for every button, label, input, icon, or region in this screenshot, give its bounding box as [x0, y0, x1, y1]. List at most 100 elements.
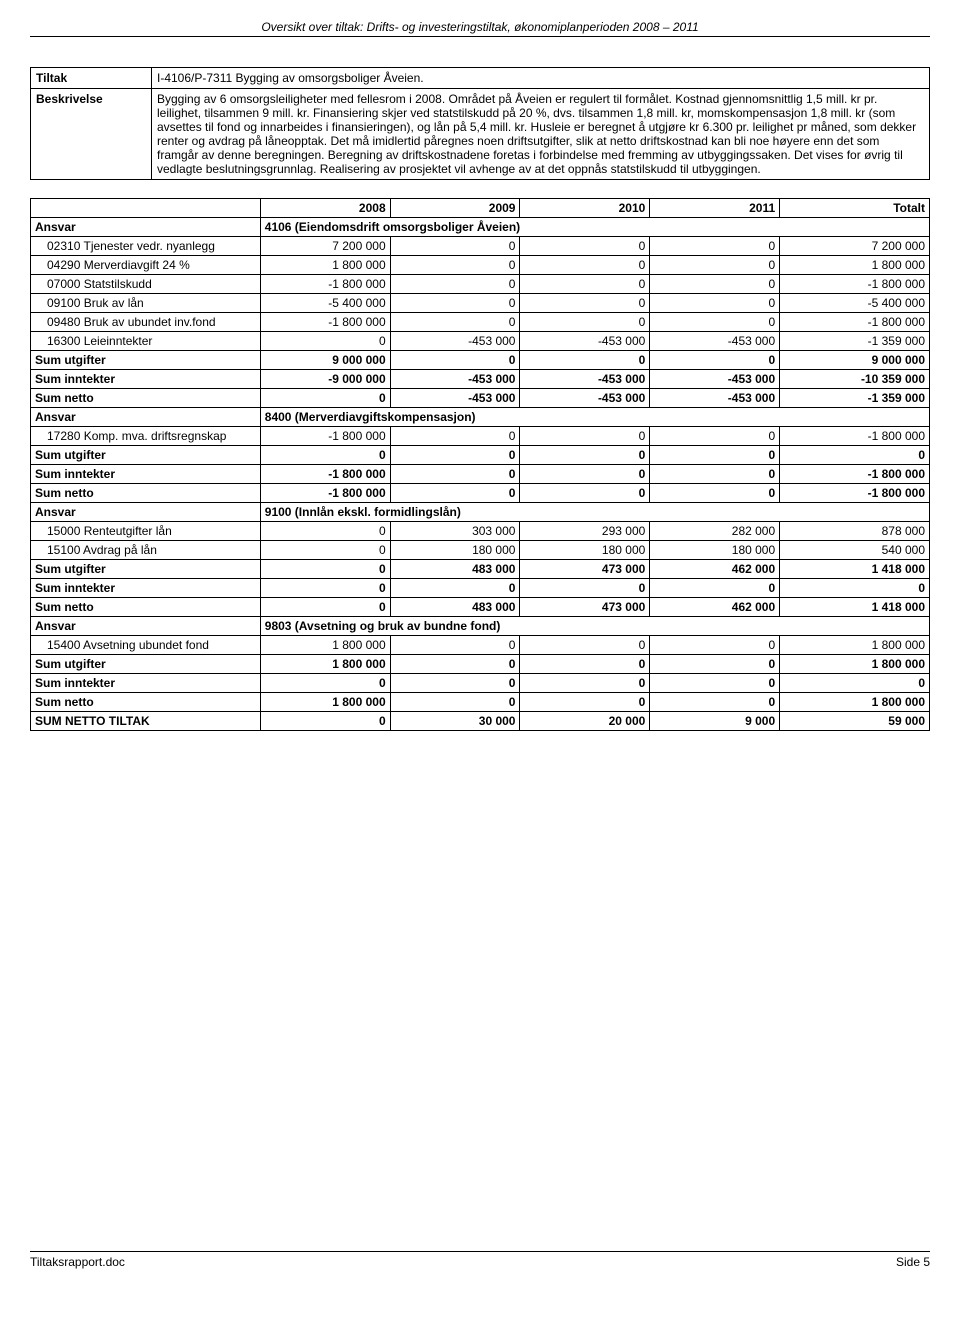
row-label: 15100 Avdrag på lån [31, 541, 261, 560]
cell-value: 0 [650, 275, 780, 294]
cell-value: 483 000 [390, 598, 520, 617]
row-label: Sum utgifter [31, 446, 261, 465]
cell-value: 0 [390, 484, 520, 503]
cell-value: -1 800 000 [780, 465, 930, 484]
row-label: 04290 Merverdiavgift 24 % [31, 256, 261, 275]
cell-value: 0 [260, 598, 390, 617]
cell-value: 0 [390, 294, 520, 313]
cell-value: -1 359 000 [780, 332, 930, 351]
cell-value: 0 [390, 465, 520, 484]
row-label: Sum netto [31, 598, 261, 617]
footer-rule [30, 1251, 930, 1252]
cell-value: 0 [520, 294, 650, 313]
cell-value: 0 [260, 389, 390, 408]
cell-value: 0 [520, 636, 650, 655]
cell-value: -1 800 000 [260, 427, 390, 446]
tiltak-table: Tiltak I-4106/P-7311 Bygging av omsorgsb… [30, 67, 930, 180]
cell-value: 462 000 [650, 598, 780, 617]
row-label: Sum utgifter [31, 560, 261, 579]
col-header-Totalt: Totalt [780, 199, 930, 218]
row-label: Sum netto [31, 389, 261, 408]
cell-value: 473 000 [520, 598, 650, 617]
cell-value: -1 800 000 [780, 427, 930, 446]
cell-value: 0 [520, 693, 650, 712]
cell-value: 483 000 [390, 560, 520, 579]
cell-value: 0 [260, 332, 390, 351]
cell-value: 1 800 000 [260, 636, 390, 655]
row-label: Sum utgifter [31, 351, 261, 370]
cell-value: -1 800 000 [780, 313, 930, 332]
cell-value: 0 [650, 655, 780, 674]
cell-value: -453 000 [650, 332, 780, 351]
cell-value: 180 000 [390, 541, 520, 560]
cell-value: 303 000 [390, 522, 520, 541]
total-value: 20 000 [520, 712, 650, 731]
cell-value: 0 [520, 275, 650, 294]
cell-value: 0 [390, 446, 520, 465]
ansvar-label: Ansvar [31, 408, 261, 427]
cell-value: -1 800 000 [260, 484, 390, 503]
cell-value: 0 [390, 655, 520, 674]
ansvar-text: 8400 (Merverdiavgiftskompensasjon) [260, 408, 929, 427]
cell-value: 0 [650, 294, 780, 313]
total-label: SUM NETTO TILTAK [31, 712, 261, 731]
row-label: 17280 Komp. mva. driftsregnskap [31, 427, 261, 446]
cell-value: -1 800 000 [780, 484, 930, 503]
beskrivelse-label: Beskrivelse [31, 89, 152, 180]
cell-value: 540 000 [780, 541, 930, 560]
cell-value: 0 [390, 237, 520, 256]
row-label: 02310 Tjenester vedr. nyanlegg [31, 237, 261, 256]
cell-value: -1 800 000 [260, 465, 390, 484]
cell-value: 0 [520, 674, 650, 693]
cell-value: 0 [520, 351, 650, 370]
cell-value: 7 200 000 [780, 237, 930, 256]
cell-value: 0 [260, 522, 390, 541]
cell-value: -1 800 000 [260, 313, 390, 332]
tiltak-value: I-4106/P-7311 Bygging av omsorgsboliger … [152, 68, 930, 89]
cell-value: 0 [780, 674, 930, 693]
cell-value: 0 [390, 427, 520, 446]
cell-value: -453 000 [520, 332, 650, 351]
footer-left: Tiltaksrapport.doc [30, 1255, 125, 1269]
cell-value: 0 [520, 446, 650, 465]
cell-value: 180 000 [520, 541, 650, 560]
cell-value: 0 [390, 693, 520, 712]
cell-value: 0 [650, 351, 780, 370]
cell-value: 0 [520, 579, 650, 598]
cell-value: 1 800 000 [260, 256, 390, 275]
data-table: 2008200920102011TotaltAnsvar4106 (Eiendo… [30, 198, 930, 731]
col-header-2011: 2011 [650, 199, 780, 218]
cell-value: 473 000 [520, 560, 650, 579]
cell-value: 293 000 [520, 522, 650, 541]
ansvar-label: Ansvar [31, 503, 261, 522]
cell-value: 0 [650, 693, 780, 712]
cell-value: 1 800 000 [780, 256, 930, 275]
cell-value: 0 [390, 351, 520, 370]
row-label: Sum netto [31, 693, 261, 712]
beskrivelse-value: Bygging av 6 omsorgsleiligheter med fell… [152, 89, 930, 180]
cell-value: 462 000 [650, 560, 780, 579]
cell-value: 0 [390, 674, 520, 693]
col-header-2008: 2008 [260, 199, 390, 218]
cell-value: 1 418 000 [780, 598, 930, 617]
row-label: 15400 Avsetning ubundet fond [31, 636, 261, 655]
header-rule [30, 36, 930, 37]
cell-value: -5 400 000 [780, 294, 930, 313]
cell-value: 0 [520, 256, 650, 275]
ansvar-text: 4106 (Eiendomsdrift omsorgsboliger Åveie… [260, 218, 929, 237]
cell-value: -453 000 [650, 370, 780, 389]
cell-value: 0 [520, 484, 650, 503]
cell-value: 0 [260, 579, 390, 598]
cell-value: 1 800 000 [780, 636, 930, 655]
cell-value: 0 [650, 427, 780, 446]
cell-value: 0 [650, 256, 780, 275]
cell-value: -453 000 [650, 389, 780, 408]
cell-value: -1 800 000 [260, 275, 390, 294]
col-header-label [31, 199, 261, 218]
cell-value: 0 [650, 446, 780, 465]
tiltak-label: Tiltak [31, 68, 152, 89]
cell-value: 0 [650, 237, 780, 256]
row-label: Sum inntekter [31, 674, 261, 693]
total-value: 30 000 [390, 712, 520, 731]
cell-value: 0 [780, 446, 930, 465]
